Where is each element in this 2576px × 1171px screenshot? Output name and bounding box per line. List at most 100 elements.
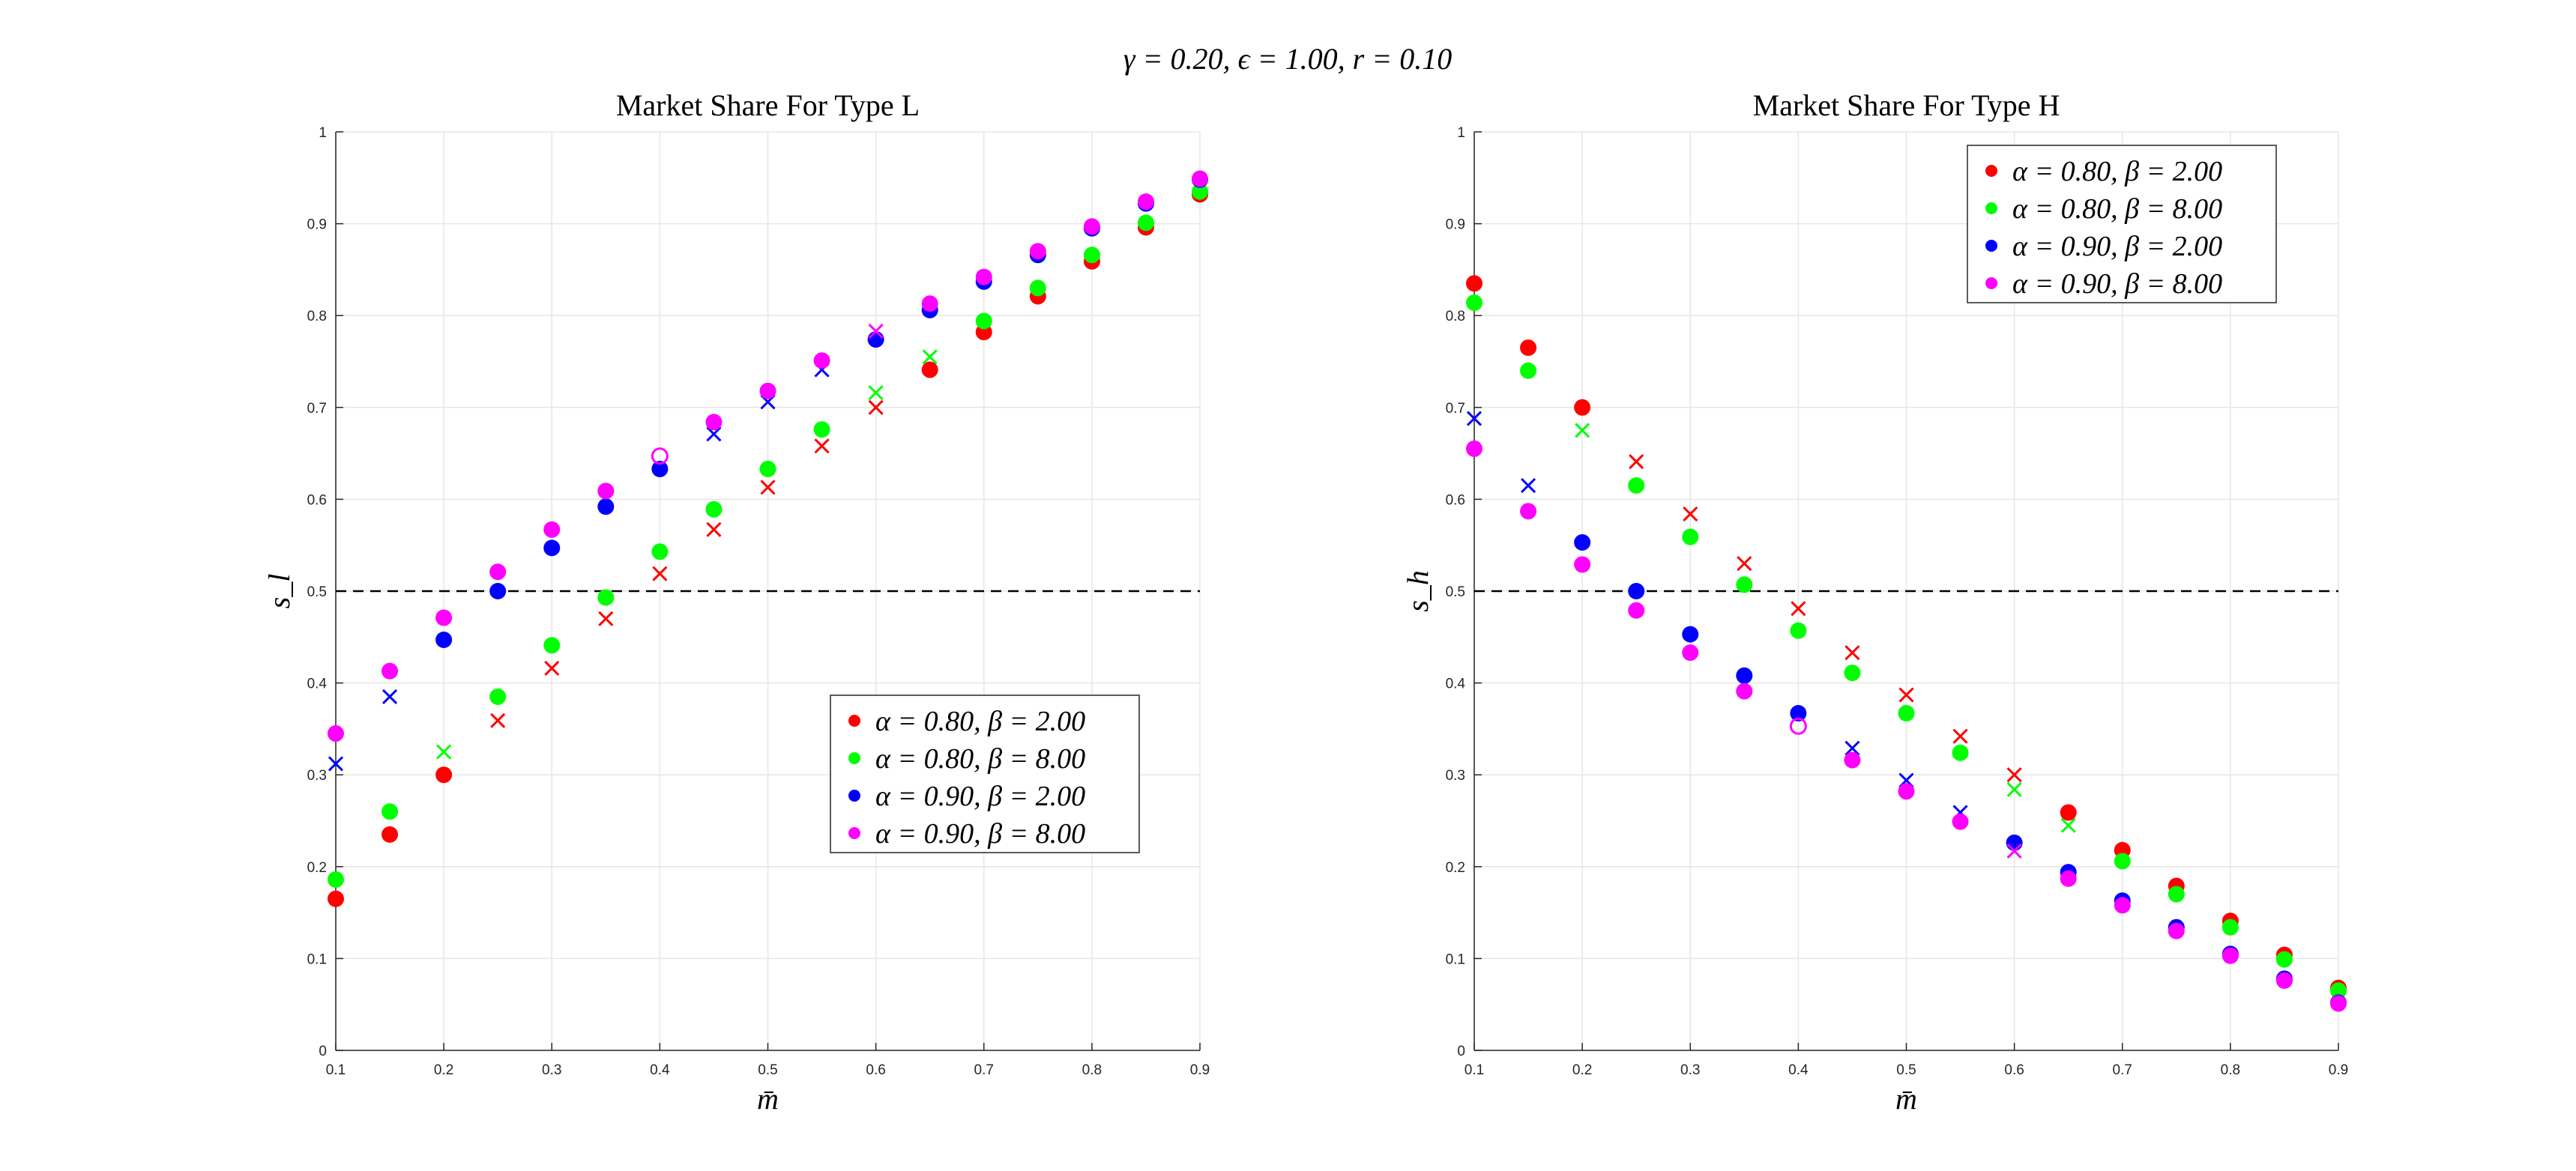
x-tick-label: 0.6 [2004,1062,2024,1078]
y-tick-label: 1 [319,125,327,141]
data-point-x [706,521,722,537]
legend-marker [848,827,860,839]
x-axis-label: m̄ [757,1082,779,1116]
data-point-x [1683,506,1698,522]
data-point-dot [381,803,399,820]
data-point-dot [705,414,723,431]
data-point-dot [921,295,938,312]
legend-label: α = 0.80, β = 2.00 [2012,156,2222,187]
data-point-dot [1682,644,1699,662]
data-point-dot [435,766,453,784]
y-axis-label: s_l [262,574,296,609]
y-tick-label: 0.2 [1446,860,1465,876]
data-point-x [922,349,938,365]
y-tick-label: 0.9 [1446,217,1465,233]
data-point-dot [1736,667,1753,684]
data-point-dot [435,609,453,626]
x-tick-label: 0.1 [326,1062,346,1078]
y-tick-label: 0.7 [307,401,327,417]
x-tick-label: 0.9 [2329,1062,2348,1078]
data-point-dot [1844,751,1861,769]
data-point-dot [2275,972,2293,989]
y-tick-label: 0.1 [1446,951,1465,967]
data-point-x [868,385,884,401]
x-tick-label: 0.5 [758,1062,777,1078]
x-tick-label: 0.8 [2221,1062,2240,1078]
legend-marker [848,715,860,727]
legend-marker [848,790,860,802]
panel-title: Market Share For Type L [616,88,920,122]
data-point-x [490,712,506,728]
y-axis-label: s_h [1401,570,1435,612]
data-point-dot [328,890,344,907]
legend-marker [1985,240,1997,252]
legend-label: α = 0.80, β = 8.00 [2012,193,2222,225]
data-point-dot [543,539,561,557]
data-point-dot [543,521,561,538]
data-point-x [814,438,830,454]
data-point-dot [1137,193,1154,211]
data-point-dot [651,460,669,477]
data-point-dot [1192,170,1208,187]
x-tick-label: 0.8 [1082,1062,1102,1078]
y-tick-label: 0 [1457,1044,1465,1059]
data-point-dot [1736,576,1753,593]
data-point-x [1952,728,1968,744]
x-tick-label: 0.7 [2113,1062,2132,1078]
data-point-dot [2006,834,2023,851]
data-point-dot [597,498,615,515]
data-point-dot [2114,853,2131,870]
x-axis-label: m̄ [1895,1082,1917,1116]
data-point-x [868,399,884,415]
y-tick-label: 0 [319,1044,327,1059]
data-point-x [1575,423,1590,438]
y-tick-label: 0.8 [307,309,327,324]
legend-marker [1985,277,1997,289]
data-point-dot [1574,399,1591,416]
data-point-dot [1192,183,1208,200]
data-point-dot [381,826,399,843]
data-point-x [1898,687,1914,703]
data-point-dot [975,268,992,285]
data-point-x [598,611,614,626]
data-point-dot [1628,602,1645,619]
data-point-dot [1137,214,1154,232]
legend-label: α = 0.90, β = 2.00 [2012,231,2222,262]
data-point-dot [1790,705,1807,722]
data-point-x [382,689,398,705]
data-point-dot [2168,922,2185,939]
data-point-x [1844,740,1860,756]
data-point-dot [921,361,938,378]
data-point-dot [2221,947,2239,964]
data-point-dot [489,688,507,705]
x-tick-label: 0.3 [1680,1062,1700,1078]
y-tick-label: 0.4 [307,677,328,692]
data-point-x [2006,843,2022,859]
y-tick-label: 0.1 [307,951,327,967]
data-point-dot [2330,982,2347,999]
x-tick-label: 0.2 [1572,1062,1592,1078]
data-point-x [2006,781,2022,797]
data-point-dot [2168,886,2185,903]
data-point-dot [651,543,669,560]
data-point-dot [759,382,776,399]
y-tick-label: 0.5 [307,584,327,600]
data-point-dot [1083,246,1100,264]
y-tick-label: 1 [1457,125,1465,141]
data-point-dot [489,583,507,599]
data-point-x [1737,556,1752,572]
data-point-dot [813,352,830,369]
data-point-dot [705,500,723,518]
data-point-dot [2060,804,2077,821]
data-point-dot [597,589,615,606]
data-point-dot [435,631,453,648]
data-point-x [328,756,344,772]
data-point-dot [1029,243,1046,260]
data-point-dot [1682,626,1699,643]
data-point-dot [2330,995,2347,1012]
data-point-dot [1520,339,1537,357]
legend-label: α = 0.80, β = 2.00 [875,706,1085,737]
data-point-dot [2060,870,2077,887]
data-point-x [868,323,884,339]
data-point-dot [1898,705,1915,722]
